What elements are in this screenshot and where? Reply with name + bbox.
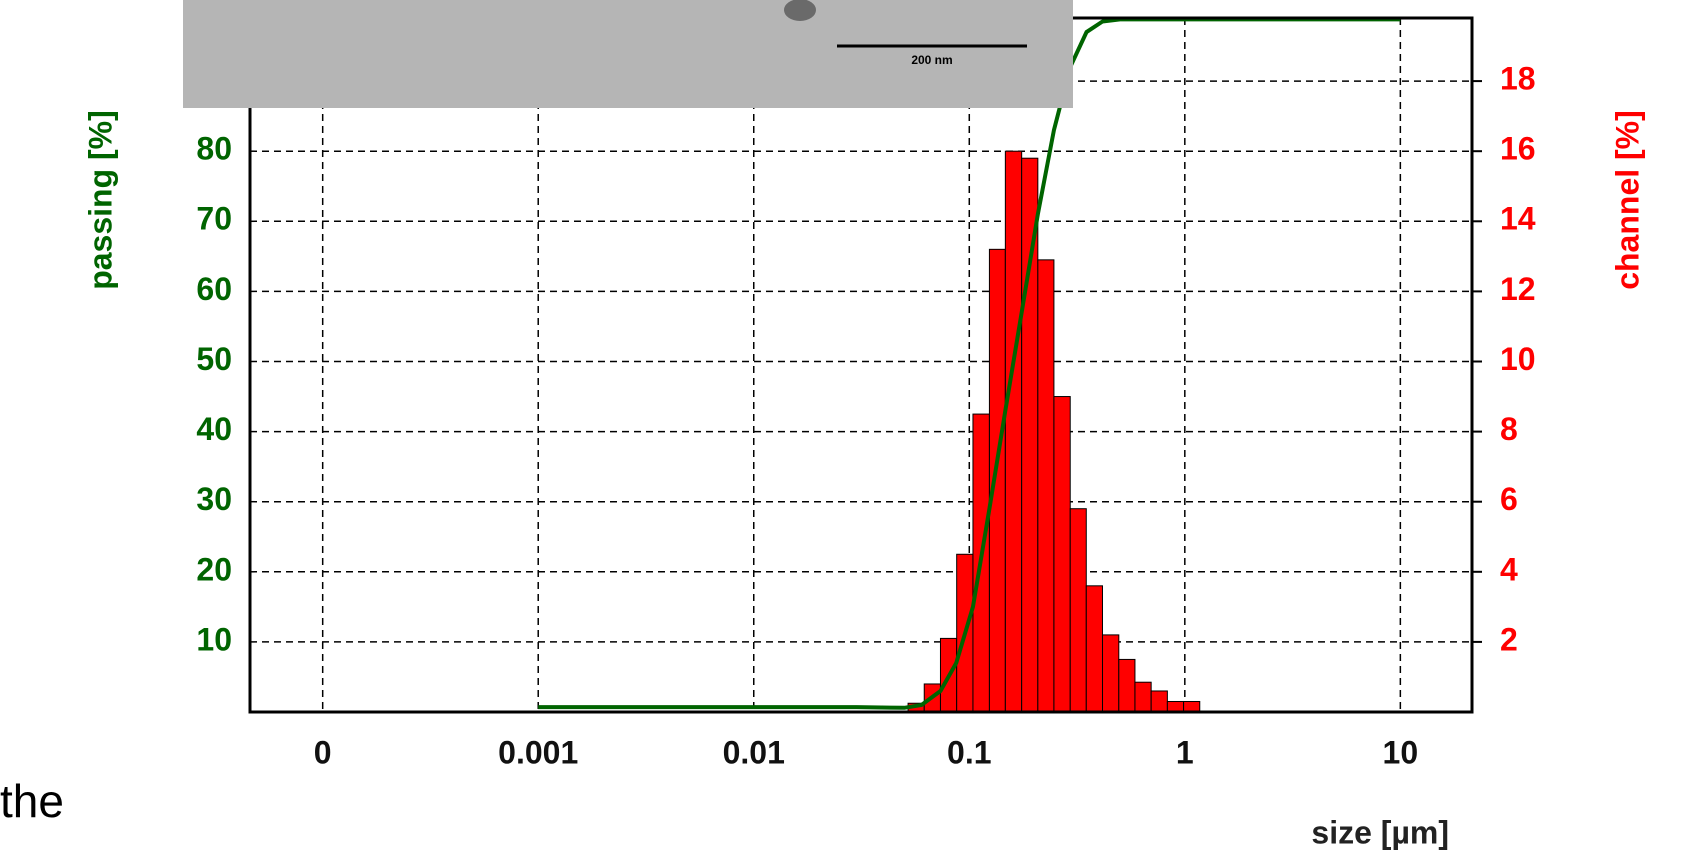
y2-tick-label: 6	[1500, 481, 1518, 517]
y2-axis-label: channel [%]	[1609, 110, 1645, 290]
y-tick-label: 60	[196, 271, 232, 307]
plot: 00.0010.010.1110102030405060708090246810…	[196, 16, 1536, 770]
histogram-bar	[1069, 508, 1087, 713]
inset-image: 200 nm	[183, 0, 1073, 108]
y2-tick-label: 12	[1500, 271, 1536, 307]
y-tick-label: 40	[196, 411, 232, 447]
x-tick-label: 10	[1383, 734, 1419, 770]
slide-text: the	[0, 775, 64, 827]
y2-tick-label: 16	[1500, 131, 1536, 167]
x-tick-label: 0.001	[498, 734, 578, 770]
histogram-bar	[1150, 690, 1168, 713]
histogram-bar	[1004, 150, 1023, 713]
y-tick-label: 20	[196, 551, 232, 587]
histogram-bar	[1037, 259, 1055, 713]
y2-tick-label: 14	[1500, 201, 1536, 237]
y-tick-label: 10	[196, 621, 232, 657]
y-axis-label: passing [%]	[82, 110, 118, 290]
inset-photo	[183, 0, 1073, 108]
histogram-bar	[1134, 681, 1152, 713]
y2-tick-label: 2	[1500, 621, 1518, 657]
y-tick-label: 80	[196, 131, 232, 167]
x-tick-label: 0.01	[723, 734, 785, 770]
y-tick-label: 70	[196, 201, 232, 237]
x-tick-label: 0	[314, 734, 332, 770]
y2-tick-label: 10	[1500, 341, 1536, 377]
x-axis-label: size [µm]	[1311, 814, 1449, 850]
y2-tick-label: 18	[1500, 61, 1536, 97]
particle	[784, 0, 816, 21]
scale-label: 200 nm	[911, 53, 952, 67]
histogram-bar	[1053, 396, 1071, 713]
histogram-bar	[1183, 700, 1201, 713]
histogram-bar	[1118, 658, 1136, 713]
histogram-bar	[1101, 634, 1120, 713]
plot-frame	[248, 16, 1474, 714]
histogram-bar	[1085, 585, 1103, 713]
passing-line	[538, 17, 1401, 710]
y-tick-label: 30	[196, 481, 232, 517]
histogram-bar	[988, 248, 1006, 713]
y2-tick-label: 8	[1500, 411, 1518, 447]
y2-tick-label: 4	[1500, 551, 1518, 587]
histogram-bar	[1166, 700, 1185, 713]
y-tick-label: 50	[196, 341, 232, 377]
x-tick-label: 1	[1176, 734, 1194, 770]
x-tick-label: 0.1	[947, 734, 991, 770]
